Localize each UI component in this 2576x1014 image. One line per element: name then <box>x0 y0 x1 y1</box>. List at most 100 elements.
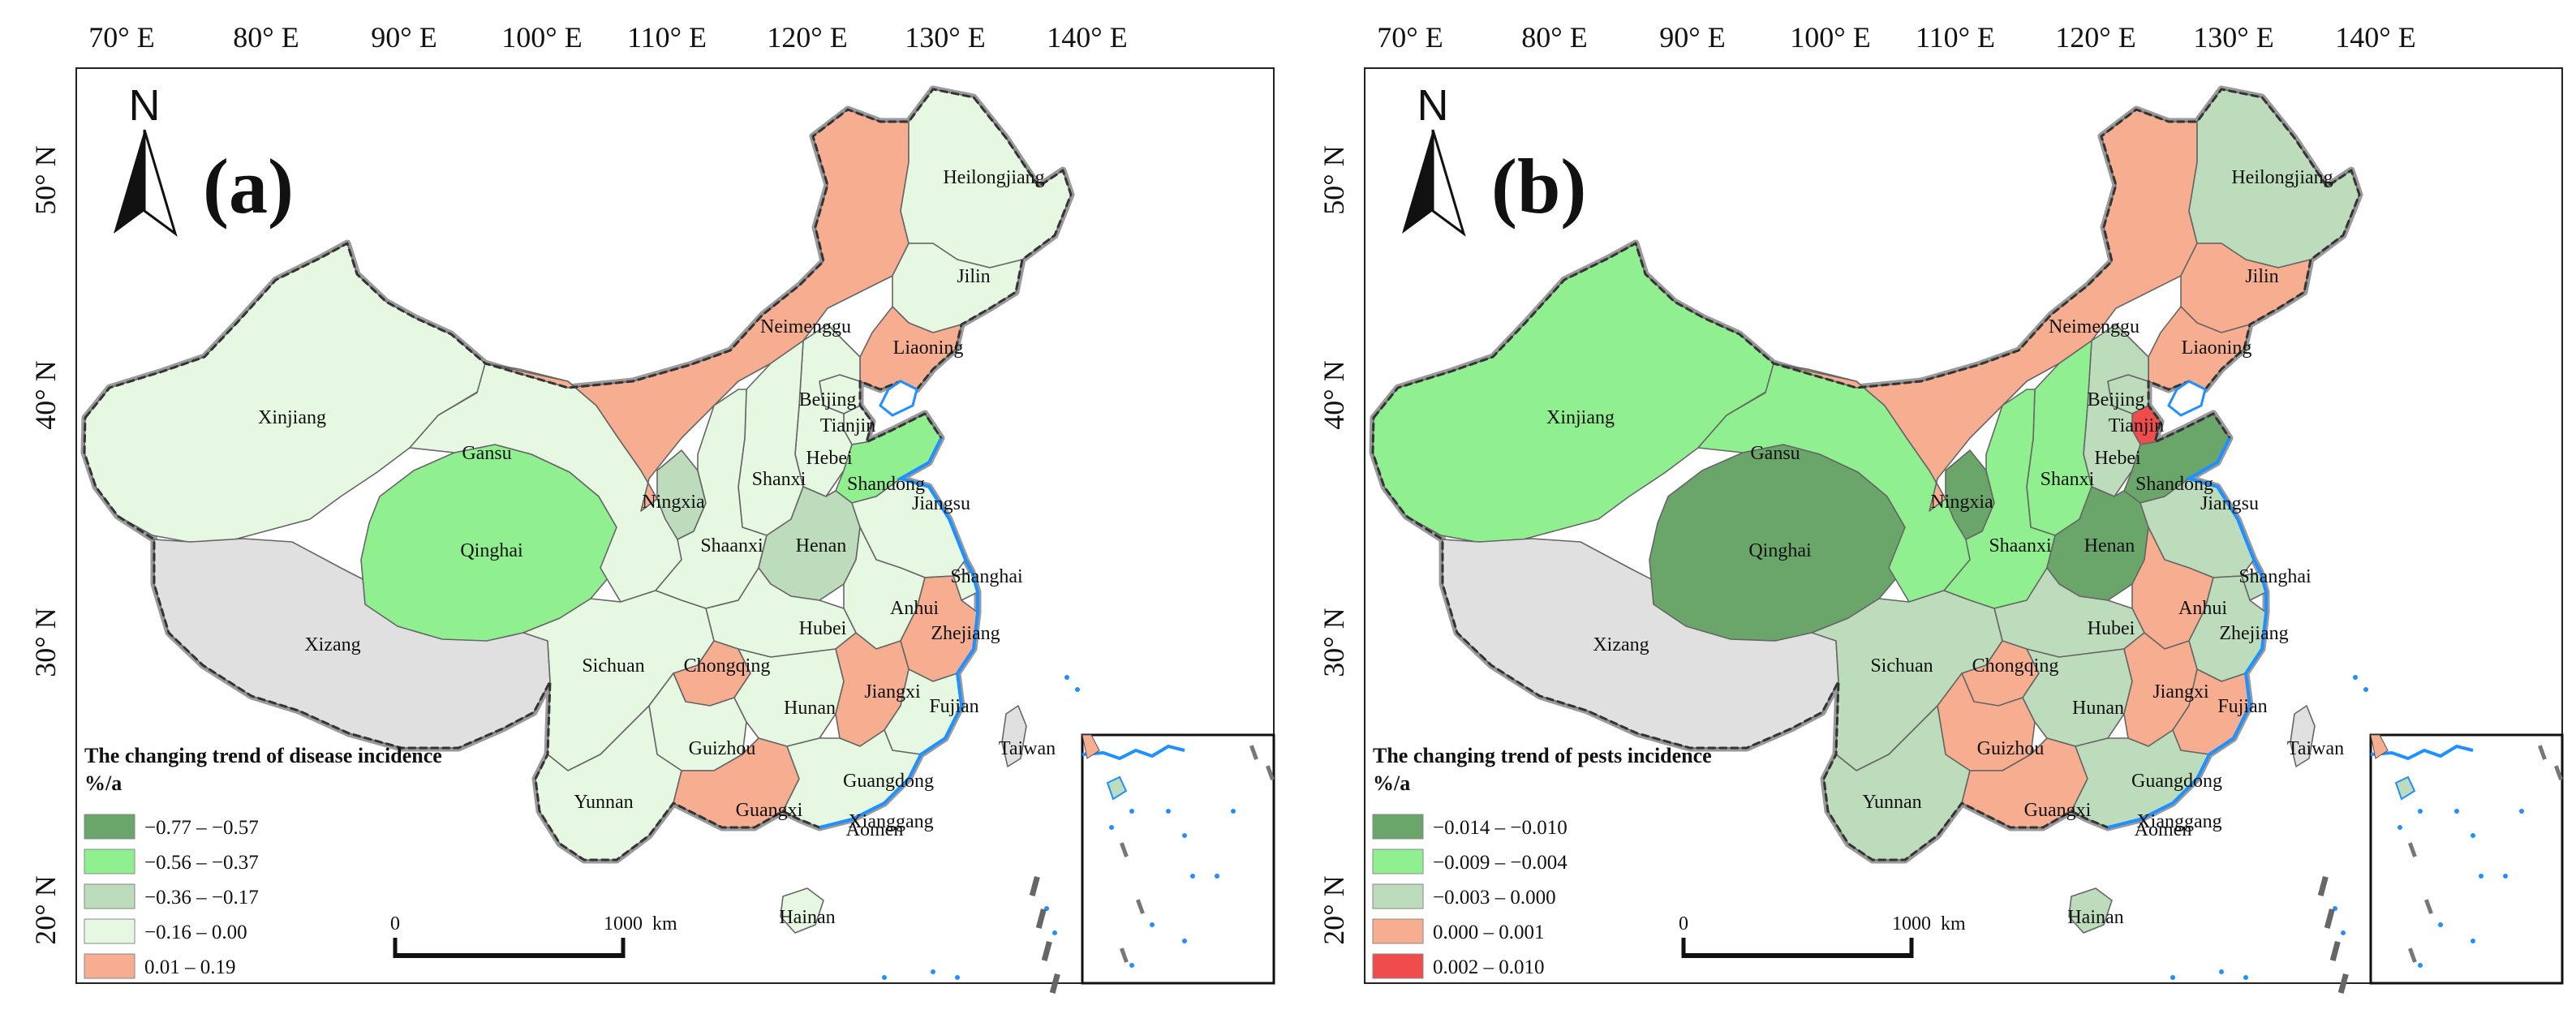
latitude-label: 20° N <box>1318 875 1350 944</box>
legend-swatch <box>1372 953 1424 979</box>
province-label-taiwan: Taiwan <box>999 738 1056 759</box>
legend-item-label: −0.36 – −0.17 <box>144 887 259 909</box>
province-label-fujian: Fujian <box>2217 696 2267 717</box>
province-label-jilin: Jilin <box>957 266 990 287</box>
longitude-label: 70° E <box>1377 21 1443 54</box>
province-label-shandong: Shandong <box>847 474 925 495</box>
legend-swatch <box>84 953 135 979</box>
province-label-henan: Henan <box>796 535 847 556</box>
province-label-shandong: Shandong <box>2135 474 2213 495</box>
province-label-chongqing: Chongqing <box>684 655 771 677</box>
svg-text:1000: 1000 <box>604 913 643 935</box>
legend-title: The changing trend of disease incidence <box>84 744 442 767</box>
legend-item-label: −0.77 – −0.57 <box>144 817 259 839</box>
legend-item-label: −0.56 – −0.37 <box>144 852 259 874</box>
province-label-hainan: Hainan <box>779 907 835 928</box>
legend-item-label: 0.000 – 0.001 <box>1433 922 1545 943</box>
province-taiwan <box>2290 705 2316 767</box>
legend-unit: %/a <box>84 771 122 795</box>
map-svg: 70° E 80° E 90° E 100° E 110° E 120° E 130° E 1… <box>29 21 1275 994</box>
dash-line-mark <box>2317 876 2329 896</box>
longitude-label: 80° E <box>233 21 299 54</box>
legend-swatch <box>1372 814 1424 840</box>
dash-line-mark <box>2324 909 2335 929</box>
longitude-label: 140° E <box>2335 21 2415 54</box>
country-border <box>1371 88 2361 861</box>
province-label-guangxi: Guangxi <box>736 800 803 821</box>
longitude-label: 110° E <box>627 21 707 54</box>
coastline <box>819 437 979 829</box>
longitude-label: 130° E <box>2193 21 2273 54</box>
longitude-label: 90° E <box>1659 21 1725 54</box>
island-dot <box>931 969 935 974</box>
province-label-shanghai: Shanghai <box>950 566 1023 587</box>
province-label-xizang: Xizang <box>304 634 360 655</box>
north-label: N <box>129 81 161 130</box>
province-label-sichuan: Sichuan <box>1870 655 1933 677</box>
legend: The changing trend of disease incidence%… <box>84 744 442 979</box>
province-label-aomen: Aomen <box>846 819 904 840</box>
longitude-label: 100° E <box>501 21 582 54</box>
country-border <box>83 88 1073 861</box>
province-label-jiangxi: Jiangxi <box>864 681 921 702</box>
province-label-anhui: Anhui <box>2178 598 2227 619</box>
longitude-label: 120° E <box>767 21 847 54</box>
latitude-label: 40° N <box>1318 360 1350 429</box>
province-label-beijing: Beijing <box>2088 389 2145 410</box>
panel-label: (a) <box>203 143 294 230</box>
province-label-ningxia: Ningxia <box>1930 492 1993 513</box>
province-label-fujian: Fujian <box>929 696 978 717</box>
province-label-xianggang: Xianggang <box>848 811 933 832</box>
province-label-xianggang: Xianggang <box>2136 811 2221 832</box>
longitude-label: 130° E <box>905 21 985 54</box>
province-label-zhejiang: Zhejiang <box>2219 623 2288 644</box>
province-label-hebei: Hebei <box>806 448 853 469</box>
province-label-beijing: Beijing <box>799 389 857 410</box>
legend-item-label: −0.014 – −0.010 <box>1433 817 1568 839</box>
island-dot <box>1052 930 1057 935</box>
dash-line-mark <box>2329 941 2341 961</box>
latitude-label: 50° N <box>29 145 62 214</box>
coastline <box>2107 437 2268 829</box>
province-label-tianjin: Tianjin <box>820 415 875 436</box>
latitude-label: 40° N <box>29 360 62 429</box>
province-label-neimenggu: Neimenggu <box>2049 316 2139 337</box>
province-label-guangdong: Guangdong <box>843 771 934 792</box>
scale-bar: 0 1000 km <box>390 913 677 958</box>
province-label-gansu: Gansu <box>1750 443 1800 464</box>
legend-swatch <box>84 918 135 944</box>
province-label-liaoning: Liaoning <box>893 337 964 359</box>
north-arrow-icon: N <box>114 81 178 237</box>
province-label-xizang: Xizang <box>1593 634 1649 655</box>
legend-swatch <box>84 849 135 874</box>
province-label-guangxi: Guangxi <box>2024 800 2092 821</box>
province-label-yunnan: Yunnan <box>574 792 633 813</box>
bohai-sea <box>879 380 918 417</box>
scale-bar: 0 1000 km <box>1679 913 1966 958</box>
province-label-aomen: Aomen <box>2135 819 2192 840</box>
panel-a: 70° E 80° E 90° E 100° E 110° E 120° E 130° E 1… <box>29 21 1275 994</box>
province-label-hebei: Hebei <box>2094 448 2141 469</box>
province-label-jiangxi: Jiangxi <box>2152 681 2209 702</box>
legend-swatch <box>1372 849 1424 874</box>
province-label-xinjiang: Xinjiang <box>1546 407 1615 428</box>
longitude-label: 70° E <box>88 21 154 54</box>
latitude-label: 30° N <box>1318 608 1350 677</box>
province-label-henan: Henan <box>2084 535 2135 556</box>
province-label-chongqing: Chongqing <box>1972 655 2059 677</box>
legend-swatch <box>84 883 135 909</box>
latitude-label: 30° N <box>29 608 62 677</box>
province-label-shanghai: Shanghai <box>2238 566 2312 587</box>
legend-item-label: −0.16 – 0.00 <box>144 922 247 943</box>
province-label-hubei: Hubei <box>2088 618 2135 639</box>
panel-label: (b) <box>1491 143 1586 230</box>
island-dot <box>2219 969 2224 974</box>
legend-item-label: −0.003 – 0.000 <box>1433 887 1556 909</box>
svg-text:1000: 1000 <box>1892 913 1931 935</box>
island-dot <box>2341 930 2346 935</box>
province-label-jiangsu: Jiangsu <box>2200 493 2259 514</box>
longitude-label: 140° E <box>1047 21 1127 54</box>
province-label-qinghai: Qinghai <box>1748 540 1812 561</box>
province-label-heilongjiang: Heilongjiang <box>2231 167 2333 188</box>
svg-text:km: km <box>652 913 677 935</box>
